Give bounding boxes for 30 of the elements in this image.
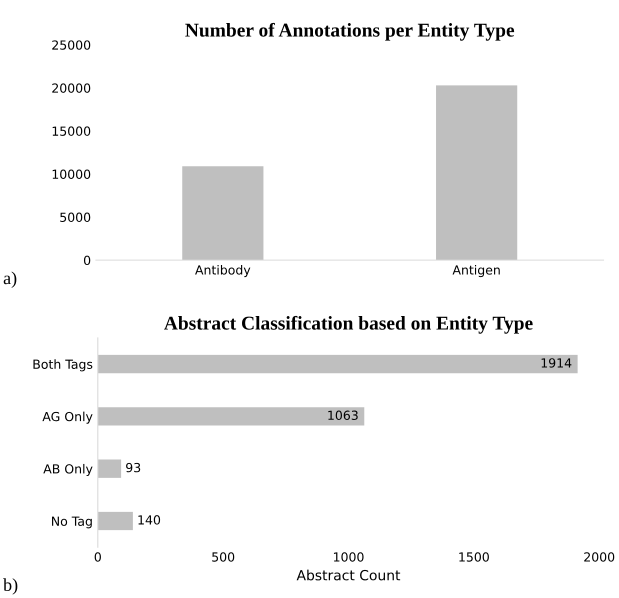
data-label: 140 [138, 515, 160, 525]
chart-title: Abstract Classification based on Entity Type [164, 316, 533, 334]
y-tick-label: 15000 [52, 126, 90, 136]
x-axis-title: Abstract Count [296, 570, 400, 580]
x-tick-label: 1500 [459, 552, 489, 562]
x-tick-label: 1000 [334, 552, 364, 562]
y-tick-label: 5000 [60, 212, 90, 222]
x-tick-label: 0 [94, 552, 101, 562]
data-label: 1914 [542, 358, 572, 368]
y-tick-label: 0 [84, 256, 90, 266]
y-tick-label: AB Only [43, 464, 93, 476]
bar [98, 407, 364, 426]
data-label: 1063 [328, 410, 358, 420]
x-tick-label: Antibody [195, 264, 250, 278]
y-tick-label: 25000 [52, 40, 90, 50]
y-tick-label: 10000 [52, 169, 90, 179]
y-tick-label: 20000 [52, 83, 90, 93]
y-tick-label: AG Only [42, 412, 93, 424]
bar [98, 460, 122, 478]
x-tick-label: 2000 [584, 552, 614, 562]
data-label: 93 [126, 462, 140, 472]
chart-title: Number of Annotations per Entity Type [185, 22, 514, 41]
y-tick-label: No Tag [52, 516, 92, 528]
text: b) [3, 578, 18, 595]
bar [98, 512, 133, 530]
y-tick-label: Both Tags [33, 359, 92, 372]
text: a) [4, 272, 16, 288]
bar [98, 354, 578, 374]
x-tick-label: Antigen [452, 264, 500, 278]
x-tick-label: 500 [212, 552, 234, 562]
